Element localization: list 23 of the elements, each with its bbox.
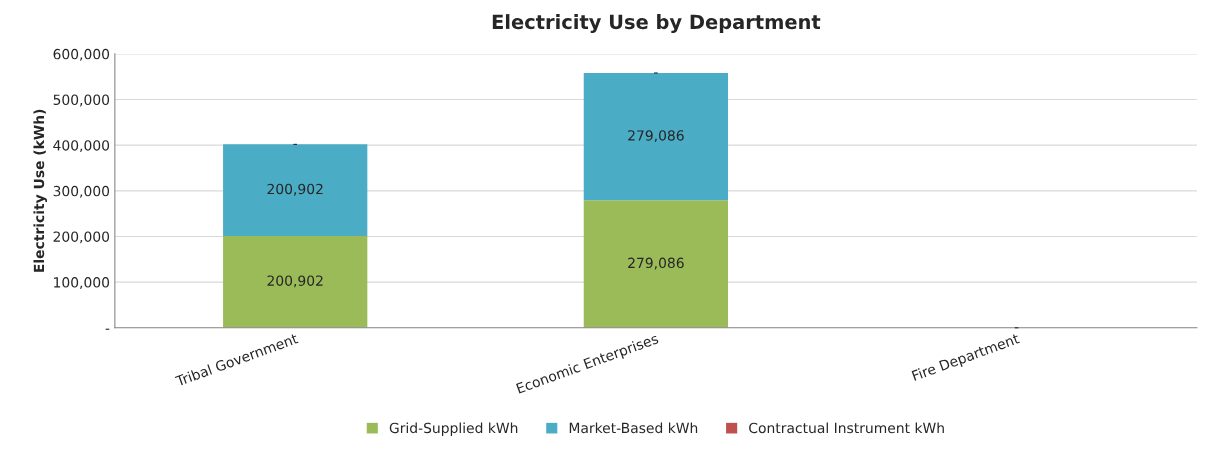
bar <box>583 72 729 201</box>
y-tick-label: 300,000 <box>53 185 110 198</box>
data-label: 200,902 <box>267 275 323 288</box>
chart-title: Electricity Use by Department <box>492 14 821 34</box>
bar <box>583 200 729 328</box>
y-tick-label: 500,000 <box>53 94 110 107</box>
y-tick-label: 600,000 <box>53 48 110 61</box>
bar <box>223 144 368 237</box>
legend-label: Contractual Instrument kWh <box>749 422 944 434</box>
legend-label: Market-Based kWh <box>569 422 698 434</box>
data-label: 200,902 <box>267 183 323 196</box>
legend-label: Grid-Supplied kWh <box>389 422 518 436</box>
y-tick-label: 200,000 <box>53 231 110 244</box>
bar <box>223 236 368 328</box>
y-tick-label: - <box>105 328 110 330</box>
data-label: 279,086 <box>628 130 684 143</box>
y-tick-label: 400,000 <box>53 140 110 153</box>
data-label: - <box>293 143 298 145</box>
data-label: - <box>1014 327 1019 329</box>
y-tick-label: 100,000 <box>54 277 110 290</box>
data-label: 279,086 <box>628 257 684 270</box>
data-label: - <box>654 72 658 74</box>
y-axis-title: Electricity Use (kWh) <box>33 109 47 272</box>
